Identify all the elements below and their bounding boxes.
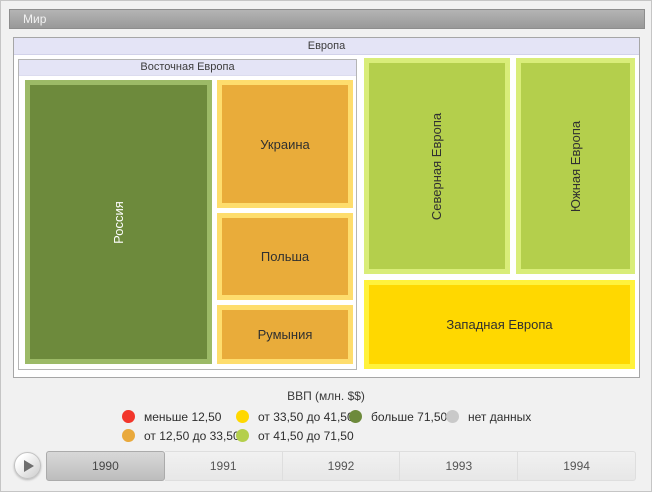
tile-label-northern-europe: Северная Европа [429,112,445,220]
treemap-tile-russia[interactable]: Россия [25,80,212,364]
group-header-eastern-europe[interactable]: Восточная Европа [19,60,356,76]
treemap-tile-romania[interactable]: Румыния [217,305,353,364]
treemap-chart: Европа Восточная Европа Россия Украина П… [13,37,640,378]
legend-item-label: меньше 12,50 [144,409,222,424]
tile-fill-southern-europe: Южная Европа [521,63,630,269]
legend-swatch-orange-icon [122,429,135,442]
tile-label-western-europe: Западная Европа [446,317,553,332]
play-icon [24,459,34,472]
timeline-year-1993[interactable]: 1993 [400,451,519,481]
tile-fill-romania: Румыния [222,310,348,359]
eastern-europe-header-label: Восточная Европа [140,61,235,73]
legend-swatch-yellow-icon [236,410,249,423]
breadcrumb-world-bar[interactable]: Мир [9,9,645,29]
tile-label-poland: Польша [260,249,310,264]
timeline-year-1990[interactable]: 1990 [46,451,165,481]
europe-header-label: Европа [307,40,346,52]
tile-fill-northern-europe: Северная Европа [369,63,505,269]
tile-label-ukraine: Украина [260,136,310,152]
legend-swatch-yellowgreen-icon [236,429,249,442]
legend-title: ВВП (млн. $$) [287,389,365,403]
legend-swatch-darkgreen-icon [349,410,362,423]
tile-fill-western-europe: Западная Европа [369,285,630,364]
legend-item-label: от 41,50 до 71,50 [258,428,354,443]
treemap-tile-poland[interactable]: Польша [217,213,353,300]
legend-swatch-red-icon [122,410,135,423]
legend-item-less-12-50: меньше 12,50 [122,409,236,424]
legend: меньше 12,50 от 33,50 до 41,50 больше 71… [122,409,531,443]
legend-item-33-50-to-41-50: от 33,50 до 41,50 [236,409,354,424]
breadcrumb-label: Мир [23,12,47,26]
timeline-year-1992[interactable]: 1992 [282,451,401,481]
treemap-tile-northern-europe[interactable]: Северная Европа [364,58,510,274]
tile-fill-poland: Польша [222,218,348,295]
legend-item-label: нет данных [468,409,532,424]
tile-label-southern-europe: Южная Европа [567,120,583,212]
play-button[interactable] [14,452,41,479]
legend-item-label: больше 71,50 [371,409,448,424]
legend-item-41-50-to-71-50: от 41,50 до 71,50 [236,428,354,443]
tile-fill-russia: Россия [30,85,207,359]
treemap-header-europe[interactable]: Европа [14,38,639,55]
legend-item-12-50-to-33-50: от 12,50 до 33,50 [122,428,240,443]
legend-item-label: от 12,50 до 33,50 [144,428,240,443]
treemap-tile-ukraine[interactable]: Украина [217,80,353,208]
tile-label-romania: Румыния [257,327,313,342]
treemap-tile-western-europe[interactable]: Западная Европа [364,280,635,369]
legend-item-label: от 33,50 до 41,50 [258,409,354,424]
timeline-year-1994[interactable]: 1994 [518,451,636,481]
tile-fill-ukraine: Украина [222,85,348,203]
legend-item-no-data: нет данных [446,409,531,424]
tile-label-russia: Россия [110,200,126,244]
timeline-year-track: 1990 1991 1992 1993 1994 [46,451,636,481]
treemap-tile-southern-europe[interactable]: Южная Европа [516,58,635,274]
timeline-year-1991[interactable]: 1991 [164,451,283,481]
legend-item-more-71-50: больше 71,50 [349,409,448,424]
legend-swatch-gray-icon [446,410,459,423]
